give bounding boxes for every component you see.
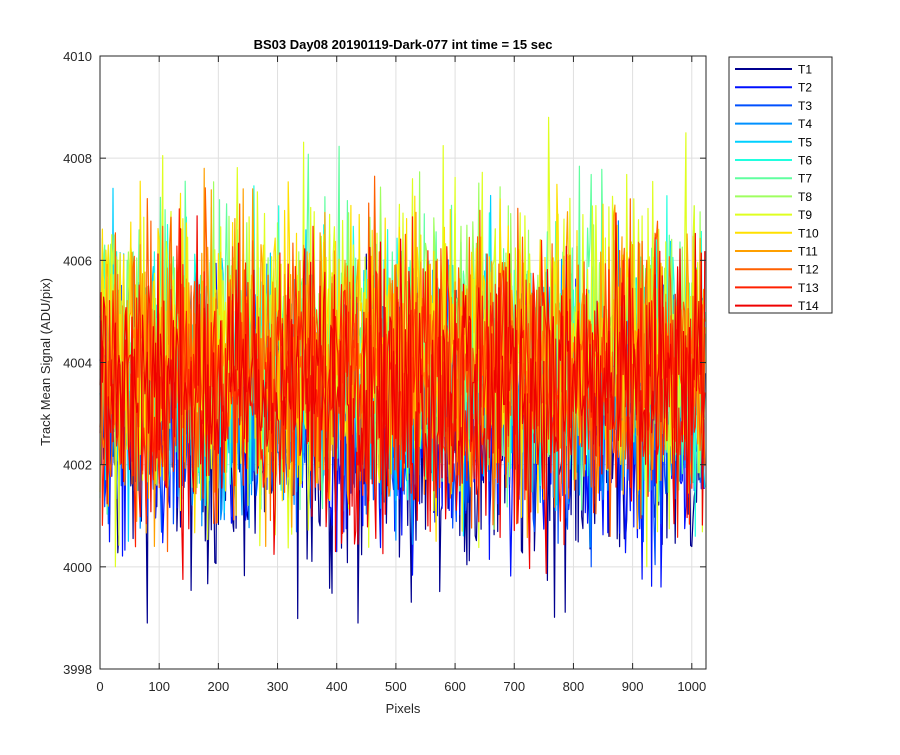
y-tick-label: 4004 (63, 356, 92, 371)
legend-label-t14: T14 (798, 299, 819, 313)
legend: T1 T2 T3 T4 T5 T6 T7 T8 T9 T10 T11 T12 T13 T14 (728, 56, 833, 314)
x-tick-label: 400 (326, 679, 348, 694)
legend-box (728, 56, 833, 314)
legend-label-t1: T1 (798, 63, 812, 77)
y-tick-label: 4010 (63, 49, 92, 64)
x-tick-label: 800 (563, 679, 585, 694)
legend-label-t4: T4 (798, 117, 812, 131)
legend-label-t7: T7 (798, 172, 812, 186)
y-tick-label: 4000 (63, 560, 92, 575)
x-tick-label: 500 (385, 679, 407, 694)
y-tick-label: 4006 (63, 253, 92, 268)
chart-title: BS03 Day08 20190119-Dark-077 int time = … (254, 37, 553, 52)
y-axis-label: Track Mean Signal (ADU/pix) (38, 278, 53, 446)
y-tick-label: 3998 (63, 662, 92, 677)
x-tick-label: 700 (503, 679, 525, 694)
x-axis-ticks: 0 100 200 300 400 500 600 700 800 900 1000 (96, 56, 706, 694)
legend-label-t12: T12 (798, 263, 819, 277)
x-tick-label: 1000 (677, 679, 706, 694)
legend-label-t13: T13 (798, 281, 819, 295)
x-tick-label: 0 (96, 679, 103, 694)
x-axis-label: Pixels (386, 701, 421, 716)
legend-label-t10: T10 (798, 226, 819, 240)
legend-label-t2: T2 (798, 81, 812, 95)
y-tick-label: 4002 (63, 458, 92, 473)
x-tick-label: 200 (208, 679, 230, 694)
series-lines (99, 116, 706, 624)
legend-label-t3: T3 (798, 99, 812, 113)
x-tick-label: 900 (622, 679, 644, 694)
legend-label-t6: T6 (798, 154, 812, 168)
x-tick-label: 100 (148, 679, 170, 694)
legend-label-t11: T11 (798, 245, 818, 259)
y-tick-label: 4008 (63, 151, 92, 166)
series-line-t14 (99, 212, 706, 580)
legend-label-t9: T9 (798, 208, 812, 222)
legend-label-t8: T8 (798, 190, 812, 204)
y-axis-ticks: 3998 4000 4002 4004 4006 4008 4010 (63, 49, 706, 677)
legend-label-t5: T5 (798, 135, 812, 149)
x-tick-label: 600 (444, 679, 466, 694)
x-tick-label: 300 (267, 679, 289, 694)
